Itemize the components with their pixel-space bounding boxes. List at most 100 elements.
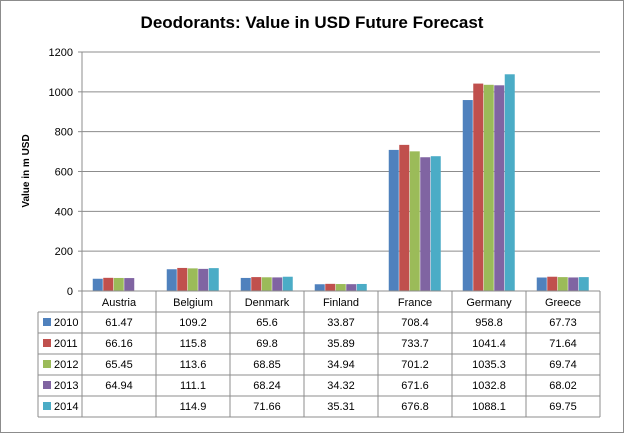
bar-2014-greece (578, 277, 589, 291)
category-label: Germany (466, 297, 512, 309)
bar-2012-denmark (261, 277, 272, 291)
bar-2014-belgium (208, 268, 219, 291)
table-cell: 109.2 (179, 317, 207, 329)
bar-2013-finland (346, 284, 357, 291)
y-axis-label: Value in m USD (21, 134, 32, 207)
bar-2014-france (430, 156, 441, 291)
bar-2013-germany (494, 85, 505, 292)
table-cell: 1032.8 (472, 380, 506, 392)
y-tick-label: 0 (67, 286, 73, 298)
bar-2013-denmark (272, 277, 283, 291)
table-cell: 671.6 (401, 380, 429, 392)
bar-2010-denmark (240, 277, 251, 291)
table-cell: 69.75 (549, 401, 577, 413)
legend-label: 2011 (54, 338, 78, 350)
bar-2014-denmark (282, 276, 293, 291)
bar-2013-belgium (198, 268, 209, 291)
bar-2010-finland (314, 284, 325, 291)
bar-2013-france (420, 157, 431, 291)
table-cell: 34.94 (327, 359, 355, 371)
legend-label: 2012 (54, 359, 78, 371)
table-cell: 71.64 (549, 338, 577, 350)
table-cell: 65.6 (256, 317, 277, 329)
bar-2013-greece (568, 277, 579, 291)
bars (92, 74, 589, 292)
table-cell: 733.7 (401, 338, 429, 350)
y-tick-label: 600 (55, 167, 73, 179)
category-label: France (398, 297, 432, 309)
data-table: Austria Belgium Denmark Finland France German… (37, 290, 601, 418)
y-tick-label: 1000 (49, 87, 73, 99)
bar-2012-france (409, 151, 420, 291)
table-cell: 676.8 (401, 401, 429, 413)
bar-2014-germany (504, 74, 515, 292)
table-cell: 69.74 (549, 359, 577, 371)
table-cell: 71.66 (253, 401, 281, 413)
bar-2010-germany (462, 100, 473, 291)
table-cell: 111.1 (180, 380, 206, 392)
bar-2014-finland (356, 283, 367, 291)
bar-2013-austria (124, 278, 135, 291)
table-cell: 115.8 (180, 338, 207, 350)
gridlines (82, 51, 600, 252)
category-label: Denmark (245, 297, 290, 309)
bar-2010-greece (536, 277, 547, 291)
y-axis-ticks: 0 200 400 600 800 1000 1200 (49, 47, 83, 298)
category-label: Belgium (173, 297, 213, 309)
legend-key-2010 (43, 318, 51, 326)
table-cell: 1035.3 (472, 359, 506, 371)
category-label: Greece (545, 297, 581, 309)
legend-key-2013 (43, 381, 51, 389)
table-cell: 35.31 (327, 401, 355, 413)
table-cell: 701.2 (401, 359, 429, 371)
y-tick-label: 1200 (49, 47, 73, 59)
bar-2010-france (388, 149, 399, 291)
bar-2010-belgium (166, 269, 177, 291)
table-cell: 61.47 (105, 317, 133, 329)
bar-2012-finland (335, 284, 346, 291)
table-cell: 68.85 (253, 359, 281, 371)
table-cell: 33.87 (327, 317, 355, 329)
y-tick-label: 800 (55, 127, 73, 139)
legend-key-2011 (43, 339, 51, 347)
table-cell: 69.8 (256, 338, 277, 350)
bar-2011-france (399, 144, 410, 291)
y-tick-label: 200 (55, 246, 73, 258)
legend-label: 2014 (54, 401, 78, 413)
table-cell: 1088.1 (472, 401, 506, 413)
bar-2011-greece (547, 276, 558, 291)
category-label: Finland (323, 297, 359, 309)
bar-2010-austria (92, 278, 103, 291)
table-cell: 66.16 (105, 338, 133, 350)
category-label: Austria (102, 297, 137, 309)
table-cell: 113.6 (180, 359, 207, 371)
table-cell: 1041.4 (472, 338, 506, 350)
legend-label: 2010 (54, 317, 78, 329)
bar-2011-austria (103, 277, 114, 291)
table-cell: 64.94 (105, 380, 133, 392)
table-cell: 34.32 (327, 380, 355, 392)
bar-2012-greece (557, 277, 568, 291)
bar-2011-finland (325, 283, 336, 291)
bar-2011-belgium (177, 267, 188, 291)
table-cell: 68.24 (253, 380, 281, 392)
table-cell: 67.73 (549, 317, 577, 329)
bar-2012-austria (113, 277, 124, 291)
table-cell: 65.45 (105, 359, 133, 371)
chart-title: Deodorants: Value in USD Future Forecast (141, 13, 484, 32)
legend-label: 2013 (54, 380, 78, 392)
y-tick-label: 400 (55, 206, 73, 218)
bar-2012-germany (483, 84, 494, 291)
legend-key-2014 (43, 402, 51, 410)
legend-key-2012 (43, 360, 51, 368)
table-cell: 35.89 (327, 338, 355, 350)
bar-2011-germany (473, 83, 484, 291)
bar-2012-belgium (187, 268, 198, 291)
bar-2011-denmark (251, 277, 262, 291)
table-cell: 958.8 (475, 317, 503, 329)
table-cell: 68.02 (549, 380, 577, 392)
table-cell: 114.9 (180, 401, 207, 413)
table-cell: 708.4 (401, 317, 429, 329)
